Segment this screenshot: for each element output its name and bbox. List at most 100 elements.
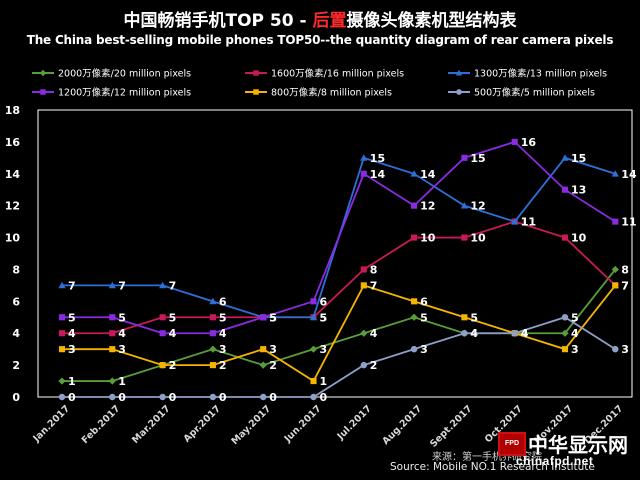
data-point [108, 377, 116, 385]
data-label: 14 [420, 168, 436, 181]
data-point [561, 314, 569, 321]
data-point [259, 393, 267, 401]
data-point [159, 393, 166, 401]
x-tick-label: Feb.2017 [80, 403, 123, 446]
data-point [511, 138, 518, 145]
data-point [58, 330, 66, 337]
data-label: 5 [420, 311, 428, 324]
data-point [410, 313, 418, 321]
data-point [460, 202, 468, 209]
data-label: 15 [571, 152, 586, 165]
legend-label: 500万像素/5 million pixels [474, 87, 595, 99]
data-label: 4 [470, 327, 478, 340]
data-point [612, 345, 619, 353]
data-label: 12 [470, 200, 485, 213]
y-tick-label: 10 [5, 232, 21, 245]
data-label: 5 [320, 311, 328, 324]
data-point [561, 329, 569, 337]
data-label: 4 [571, 327, 579, 340]
data-point [58, 377, 66, 385]
data-point [58, 393, 66, 401]
data-point [461, 234, 468, 241]
data-point [209, 297, 217, 305]
data-label: 14 [370, 168, 386, 181]
data-label: 4 [219, 327, 227, 340]
data-point [411, 202, 418, 209]
data-label: 3 [571, 343, 579, 356]
data-label: 5 [571, 311, 579, 324]
data-label: 5 [118, 311, 126, 324]
legend-label: 800万像素/8 million pixels [271, 87, 392, 99]
data-point [360, 266, 367, 273]
data-label: 1 [68, 375, 76, 388]
data-point [611, 265, 619, 274]
data-label: 7 [621, 279, 629, 292]
legend-label: 1600万像素/16 million pixels [271, 68, 404, 80]
data-point [108, 281, 116, 289]
data-point [159, 281, 167, 289]
data-point [209, 330, 216, 337]
data-label: 8 [370, 263, 378, 276]
data-point [612, 218, 619, 225]
y-tick-label: 6 [12, 295, 20, 308]
data-label: 6 [219, 295, 227, 308]
data-label: 10 [420, 232, 436, 245]
data-label: 5 [470, 311, 478, 324]
legend-swatch-marker [456, 89, 462, 95]
data-point [109, 314, 116, 321]
data-label: 7 [68, 279, 76, 292]
data-label: 3 [621, 343, 629, 356]
data-label: 1 [320, 375, 328, 388]
data-point [58, 346, 66, 353]
watermark-name: 中华显示网 [528, 433, 628, 457]
data-label: 7 [370, 279, 378, 292]
data-point [159, 330, 166, 337]
data-point [360, 154, 368, 161]
data-label: 4 [521, 327, 529, 340]
x-tick-label: Apr.2017 [182, 403, 223, 444]
data-point [309, 313, 318, 321]
data-label: 0 [269, 391, 277, 404]
data-label: 4 [521, 327, 529, 340]
data-point [58, 314, 66, 321]
data-label: 3 [320, 343, 328, 356]
source-note: Source: Mobile NO.1 Research Institute [390, 461, 595, 473]
y-tick-label: 8 [12, 263, 20, 276]
watermark-logo: FPD [498, 432, 526, 456]
data-label: 7 [118, 279, 126, 292]
chart-title-zh: 中国畅销手机TOP 50 - 后置摄像头像素机型结构表 [0, 6, 640, 31]
data-label: 2 [219, 359, 227, 372]
x-tick-label: May.2017 [230, 403, 274, 447]
watermark: FPD 中华显示网 chinafpd.net [498, 431, 636, 471]
series-line [62, 268, 617, 382]
series-line [62, 140, 616, 335]
data-label: 3 [269, 343, 277, 356]
y-tick-label: 18 [5, 104, 20, 117]
data-point [511, 329, 518, 337]
x-tick-label: Sept.2017 [428, 403, 474, 449]
data-point [209, 393, 217, 401]
data-label: 11 [521, 216, 536, 229]
data-label: 4 [370, 327, 378, 340]
title-zh-part-2: 摄像头像素机型结构表 [346, 11, 517, 31]
data-point [561, 346, 569, 353]
data-point [411, 298, 418, 305]
data-label: 6 [320, 295, 328, 308]
y-tick-label: 16 [5, 136, 21, 149]
series-line [62, 220, 616, 335]
y-tick-label: 4 [12, 327, 20, 340]
data-point [309, 345, 318, 353]
data-label: 7 [621, 279, 629, 292]
data-label: 5 [169, 311, 177, 324]
y-tick-label: 0 [12, 391, 20, 404]
data-label: 13 [571, 184, 586, 197]
data-label: 0 [219, 391, 227, 404]
data-label: 10 [470, 232, 486, 245]
data-point [511, 218, 519, 225]
data-point [360, 170, 367, 177]
data-point [561, 186, 569, 193]
data-point [58, 281, 66, 289]
data-label: 0 [320, 391, 328, 404]
data-point [410, 170, 418, 177]
